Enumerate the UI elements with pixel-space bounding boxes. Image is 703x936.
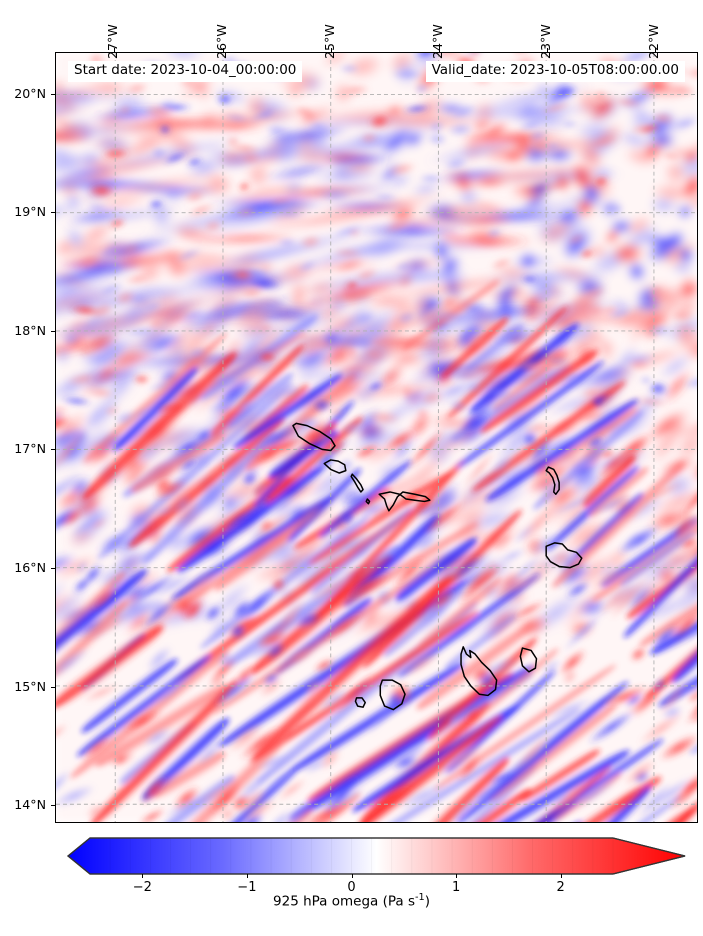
lon-tick--24: 24°W xyxy=(429,24,445,59)
map-axes: Start date: 2023-10-04_00:00:00 Valid_da… xyxy=(55,52,698,823)
lon-tickmark xyxy=(114,48,116,52)
lat-tick-20: 20°N xyxy=(14,85,46,101)
lat-tickmark xyxy=(51,686,55,688)
lat-tick-15: 15°N xyxy=(14,678,46,694)
start-date-label: Start date: 2023-10-04_00:00:00 xyxy=(68,61,303,82)
coastline-brava xyxy=(354,697,366,708)
colorbar-gradient xyxy=(66,837,686,875)
lon-tickmark xyxy=(330,48,332,52)
coastline-sal xyxy=(545,466,560,496)
colorbar-tick-1: 1 xyxy=(451,880,461,895)
colorbar-tick--2: −2 xyxy=(132,880,152,895)
lon-tick--26: 26°W xyxy=(213,24,229,59)
graticule-gridlines xyxy=(56,53,697,822)
lat-tick-18: 18°N xyxy=(14,322,46,338)
omega-field-heatmap xyxy=(56,53,697,822)
lat-tickmark xyxy=(51,330,55,332)
lat-tick-14: 14°N xyxy=(14,797,46,813)
lat-tickmark xyxy=(51,805,55,807)
lat-tickmark xyxy=(51,93,55,95)
colorbar: −2 −1 0 1 2 925 hPa omega (Pa s-1) xyxy=(0,830,703,936)
colorbar-tickmark xyxy=(246,874,248,878)
coastline-sao-vicente xyxy=(323,459,347,474)
colorbar-tick--1: −1 xyxy=(237,880,257,895)
colorbar-axis-label: 925 hPa omega (Pa s-1) xyxy=(273,892,430,910)
lon-tick--22: 22°W xyxy=(645,24,661,59)
lon-tick--27: 27°W xyxy=(105,24,121,59)
coastline-sao-nicolau xyxy=(378,491,431,512)
lat-tickmark xyxy=(51,212,55,214)
coastline-branco xyxy=(365,498,371,505)
lon-tickmark xyxy=(546,48,548,52)
coastline-santiago xyxy=(460,646,498,697)
lat-tickmark xyxy=(51,567,55,569)
lon-tickmark xyxy=(222,48,224,52)
coastline-santa-luzia xyxy=(350,473,364,493)
coastline-boa-vista xyxy=(545,542,583,569)
coastline-maio xyxy=(519,647,538,673)
coastline-santo-antao xyxy=(292,422,336,452)
colorbar-tickmark xyxy=(560,874,562,878)
colorbar-tickmark xyxy=(456,874,458,878)
island-coastlines xyxy=(292,422,583,711)
lon-tick--23: 23°W xyxy=(537,24,553,59)
valid-date-label: Valid_date: 2023-10-05T08:00:00.00 xyxy=(425,61,685,82)
colorbar-tick-0: 0 xyxy=(347,880,356,895)
lon-tickmark xyxy=(438,48,440,52)
lat-tickmark xyxy=(51,449,55,451)
lat-tick-19: 19°N xyxy=(14,204,46,220)
lat-tick-17: 17°N xyxy=(14,441,46,457)
colorbar-tickmark xyxy=(142,874,144,878)
coastline-fogo xyxy=(379,679,406,711)
lon-tick--25: 25°W xyxy=(321,24,337,59)
lon-tickmark xyxy=(654,48,656,52)
lat-tick-16: 16°N xyxy=(14,559,46,575)
colorbar-tick-2: 2 xyxy=(556,880,565,895)
colorbar-tickmark xyxy=(351,874,353,878)
